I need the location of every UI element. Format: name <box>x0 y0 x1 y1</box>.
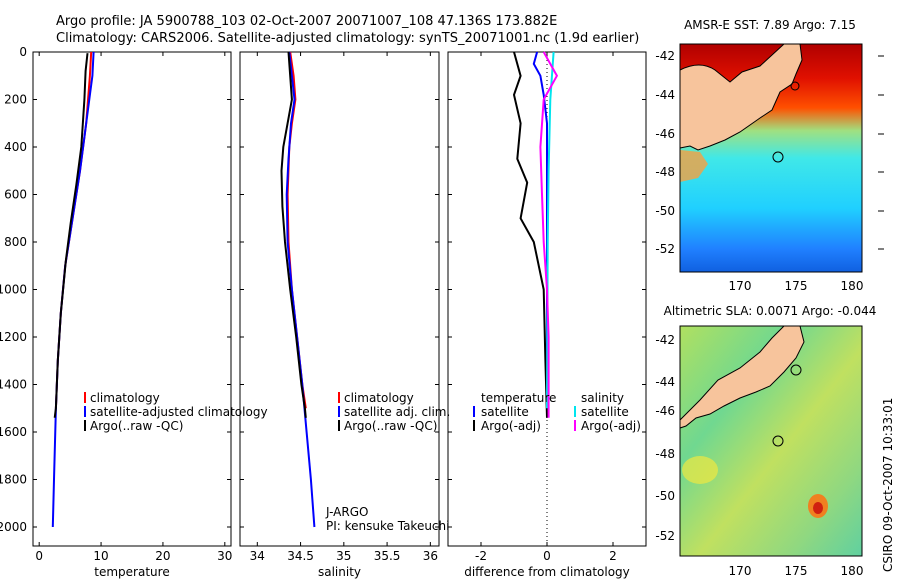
sst-ytick: -42 <box>655 49 675 63</box>
sst-map-frame <box>679 43 863 273</box>
series-line-salinity-argo-adj- <box>539 51 559 418</box>
y-tick-label: 200 <box>4 93 27 107</box>
sla-ytick: -46 <box>655 404 675 418</box>
x-axis-label: salinity <box>318 565 361 579</box>
sla-ytick: -52 <box>655 529 675 543</box>
sla-xtick: 170 <box>729 564 752 578</box>
x-tick-label: 0 <box>35 549 43 563</box>
plot-area <box>239 51 440 547</box>
sst-ytick: -48 <box>655 165 675 179</box>
annotation-pi: PI: kensuke Takeuchi <box>326 519 449 533</box>
y-tick-label: 1600 <box>0 425 27 439</box>
y-tick-label: 1800 <box>0 473 27 487</box>
y-tick-label: 1200 <box>0 330 27 344</box>
sla-ytick: -48 <box>655 447 675 461</box>
y-tick-label: 800 <box>4 235 27 249</box>
new-zealand-landmass <box>679 325 805 429</box>
sla-peak-anomaly <box>813 502 823 514</box>
series-line-temperature-satellite <box>532 51 548 409</box>
sla-map: Altimetric SLA: 0.0071 Argo: -0.044 -42 … <box>655 304 876 578</box>
x-tick-label: 20 <box>155 549 170 563</box>
legend-label-climatology: climatology <box>344 391 414 405</box>
y-tick-label: 1400 <box>0 378 27 392</box>
series-line-satellite-adj-clim- <box>285 51 316 528</box>
sla-xtick: 175 <box>785 564 808 578</box>
x-tick-label: 34 <box>250 549 265 563</box>
x-tick-label: 2 <box>609 549 617 563</box>
sst-ytick: -44 <box>655 88 675 102</box>
argo-float-marker <box>772 435 784 447</box>
legend-label-climatology: climatology <box>90 391 160 405</box>
legend-label-temp-satellite: satellite <box>481 405 529 419</box>
legend-label-argo: Argo(..raw -QC) <box>344 419 437 433</box>
annotation-program: J-ARGO <box>325 505 368 519</box>
sla-ytick: -50 <box>655 489 675 503</box>
plot-area <box>32 51 232 547</box>
sst-ytick: -52 <box>655 242 675 256</box>
x-tick-label: 35.5 <box>374 549 401 563</box>
series-line-temperature-argo-adj- <box>512 51 548 418</box>
temperature-panel: 0 200 400 600 800 1000 1200 1400 1600 1800 2000 0 10… <box>0 45 232 579</box>
header-subtitle: Climatology: CARS2006. Satellite-adjuste… <box>56 31 639 46</box>
salinity-legend: climatology satellite adj. clim. Argo(..… <box>325 391 450 533</box>
y-tick-label: 2000 <box>0 520 27 534</box>
x-axis-label: temperature <box>94 565 169 579</box>
sla-xtick: 180 <box>841 564 864 578</box>
legend-label-argo: Argo(..raw -QC) <box>90 419 183 433</box>
legend-label-satellite: satellite-adjusted climatology <box>90 405 268 419</box>
x-tick-label: 30 <box>217 549 232 563</box>
header-title: Argo profile: JA 5900788_103 02-Oct-2007… <box>56 14 557 29</box>
watermark: CSIRO 09-Oct-2007 10:33:01 <box>881 398 895 572</box>
legend-heading-salinity: salinity <box>581 391 624 405</box>
series-line-argo-raw-qc- <box>280 51 307 418</box>
legend-label-temp-argo: Argo(-adj) <box>481 419 541 433</box>
y-tick-label: 1000 <box>0 283 27 297</box>
sst-xtick: 180 <box>841 279 864 293</box>
argo-float-marker <box>772 151 784 163</box>
y-tick-label: 600 <box>4 188 27 202</box>
sla-ytick: -44 <box>655 375 675 389</box>
x-tick-label: 34.5 <box>287 549 314 563</box>
island-marker <box>790 81 800 91</box>
island-marker <box>790 364 802 376</box>
x-axis-label: difference from climatology <box>464 565 630 579</box>
sst-xtick: 170 <box>729 279 752 293</box>
series-line-argo-raw-qc- <box>53 53 89 418</box>
legend-label-satellite: satellite adj. clim. <box>344 405 450 419</box>
sst-right-ticks <box>878 55 884 250</box>
sla-ytick: -42 <box>655 333 675 347</box>
y-tick-label: 400 <box>4 140 27 154</box>
legend-heading-temperature: temperature <box>481 391 556 405</box>
sst-ytick: -50 <box>655 204 675 218</box>
sst-warm-patch <box>680 150 708 182</box>
salinity-panel: 34 34.5 35 35.5 36 salinity <box>239 51 440 579</box>
sst-ytick: -46 <box>655 127 675 141</box>
sla-map-title: Altimetric SLA: 0.0071 Argo: -0.044 <box>664 304 877 318</box>
sla-warm-patch <box>682 456 718 484</box>
temperature-legend: climatology satellite-adjusted climatolo… <box>84 391 268 433</box>
difference-legend: temperature satellite Argo(-adj) salinit… <box>473 391 641 433</box>
x-tick-label: 10 <box>93 549 108 563</box>
difference-panel: -2 0 2 difference from climatology <box>447 51 647 579</box>
sst-xtick: 175 <box>785 279 808 293</box>
sla-map-frame <box>679 325 863 557</box>
y-tick-label: 0 <box>19 45 27 59</box>
x-tick-label: 36 <box>423 549 438 563</box>
x-tick-label: 0 <box>543 549 551 563</box>
sst-map: AMSR-E SST: 7.89 Argo: 7.15 -42 -44 -46 … <box>655 18 863 293</box>
legend-label-sal-satellite: satellite <box>581 405 629 419</box>
sst-map-title: AMSR-E SST: 7.89 Argo: 7.15 <box>684 18 856 32</box>
x-tick-label: -2 <box>475 549 487 563</box>
x-tick-label: 35 <box>336 549 351 563</box>
legend-label-sal-argo: Argo(-adj) <box>581 419 641 433</box>
